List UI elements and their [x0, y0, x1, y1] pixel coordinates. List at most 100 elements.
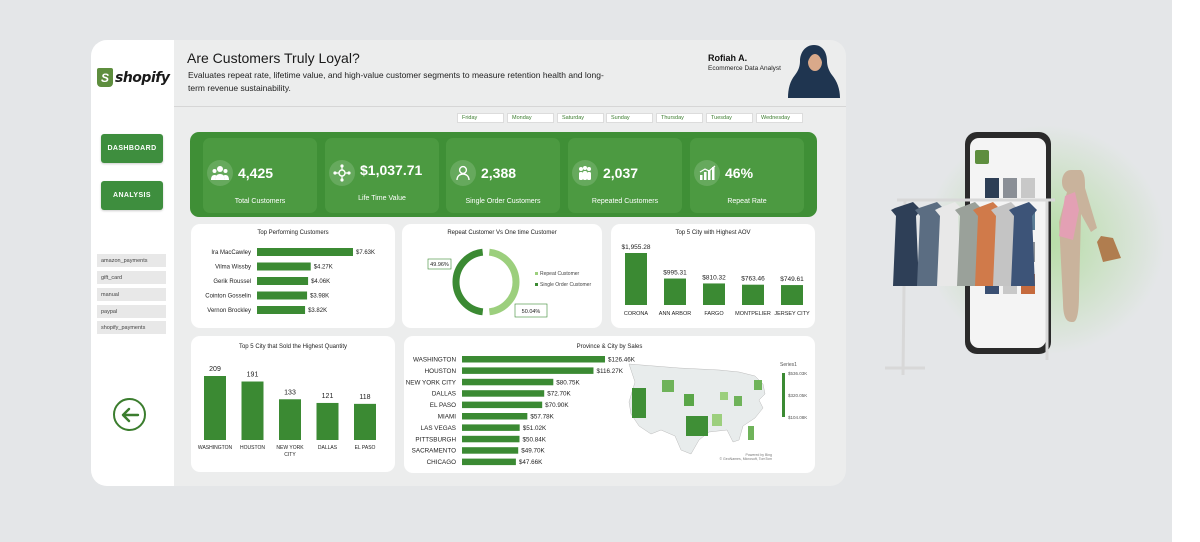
day-slicer-saturday[interactable]: Saturday — [557, 113, 604, 123]
bar-value-label: $3.98K — [310, 294, 329, 300]
kpi-label: Total Customers — [234, 198, 286, 205]
day-slicer-thursday[interactable]: Thursday — [656, 113, 703, 123]
kpi-label: Life Time Value — [358, 195, 406, 202]
bar-category-label: MIAMI — [438, 414, 456, 421]
kpi-band: 4,425 Total Customers $1,037.71 Life Tim… — [190, 132, 817, 217]
page-subtitle: Evaluates repeat rate, lifetime value, a… — [188, 70, 604, 93]
bar-category-label: Vernon Brockley — [207, 308, 251, 314]
bar — [462, 447, 519, 454]
legend-swatch — [535, 272, 538, 275]
bar-value-label: 133 — [284, 389, 296, 396]
chart-title: Repeat Customer Vs One time Customer — [447, 230, 557, 236]
map-state-region — [754, 380, 762, 390]
bar-value-label: $995.31 — [663, 270, 687, 277]
bar-value-label: $70.90K — [545, 402, 569, 409]
dashboard-card: S shopify DASHBOARD ANALYSIS amazon_paym… — [91, 40, 846, 486]
bar-value-label: $116.27K — [596, 368, 623, 375]
donut-slice — [488, 248, 520, 316]
bar-category-label: DALLAS — [432, 391, 456, 398]
panel-top-aov: Top 5 City with Highest AOV $1,955.28 COR… — [611, 224, 815, 328]
page-edge — [1172, 0, 1200, 542]
slicer-item-amazon-payments[interactable]: amazon_payments — [97, 254, 166, 267]
aov-chart: $1,955.28 CORONA $995.31 ANN ARBOR $810.32 FA… — [622, 244, 810, 317]
map-legend-label: $320.05K — [788, 393, 807, 398]
panel-repeat-vs-single: Repeat Customer Vs One time Customer 49.… — [402, 224, 602, 328]
chart-title: Top 5 City with Highest AOV — [675, 230, 751, 236]
kpi-value: 4,425 — [238, 165, 274, 181]
bar-category-label: PITTSBURGH — [415, 436, 456, 443]
analysis-button[interactable]: ANALYSIS — [101, 181, 163, 210]
bar-category-label: WASHINGTON — [198, 445, 233, 451]
kpi-total-customers: 4,425 Total Customers — [203, 138, 317, 213]
map-state-region — [684, 394, 694, 406]
map-attribution: Powered by Bing — [746, 453, 773, 457]
bar — [257, 248, 353, 256]
map-state-region — [748, 426, 754, 440]
single-user-icon — [450, 160, 476, 186]
bar — [781, 285, 803, 305]
day-slicer-monday[interactable]: Monday — [507, 113, 554, 123]
map-state-region — [712, 414, 722, 426]
data-label-box — [514, 303, 548, 318]
chart-icon — [694, 160, 720, 186]
bar-category-label: Gerik Roussel — [213, 279, 251, 285]
bar — [664, 278, 686, 305]
slicer-item-gift-card[interactable]: gift_card — [97, 271, 166, 284]
bar-category-label: EL PASO — [355, 445, 376, 451]
dashboard-button[interactable]: DASHBOARD — [101, 134, 163, 163]
bar-category-label: DALLAS — [318, 445, 338, 451]
day-slicer-friday[interactable]: Friday — [457, 113, 504, 123]
slice-label: 50.04% — [522, 309, 541, 315]
kpi-label: Repeated Customers — [591, 198, 659, 205]
bar — [462, 367, 594, 374]
us-map-outline — [628, 363, 766, 455]
chart-title: Province & City by Sales — [576, 344, 643, 350]
bar-category-label: JERSEY CITY — [774, 311, 810, 317]
day-slicer-tuesday[interactable]: Tuesday — [706, 113, 753, 123]
group-icon — [572, 160, 598, 186]
bar-value-label: 121 — [322, 393, 334, 400]
bar-category-label: ANN ARBOR — [659, 311, 691, 317]
map-state-region — [720, 392, 728, 400]
shopify-bag-icon: S — [97, 68, 113, 87]
header-divider — [174, 106, 846, 107]
network-icon — [329, 160, 355, 186]
bar-value-label: $749.61 — [780, 276, 804, 283]
bar — [257, 262, 311, 271]
map-legend-label: $536.03K — [788, 371, 807, 376]
bar-category-label: HOUSTON — [240, 445, 265, 451]
bar — [462, 356, 605, 363]
bar — [462, 390, 545, 397]
bar-category-label: Ira MacCawley — [211, 250, 251, 256]
bar-category-label: CHICAGO — [427, 459, 456, 466]
kpi-value: $1,037.71 — [360, 162, 423, 178]
day-slicer-wednesday[interactable]: Wednesday — [756, 113, 803, 123]
back-arrow-button[interactable] — [113, 398, 146, 431]
slicer-item-manual[interactable]: manual — [97, 288, 166, 301]
sidebar: S shopify DASHBOARD ANALYSIS amazon_paym… — [91, 40, 174, 486]
slicer-item-paypal[interactable]: paypal — [97, 305, 166, 318]
author-name: Rofiah A. — [708, 53, 748, 63]
bar-value-label: $4.06K — [311, 279, 330, 285]
slice-label: 49.96% — [430, 262, 449, 268]
bar — [703, 283, 725, 305]
legend-swatch — [535, 283, 538, 286]
map-state-region — [632, 388, 646, 418]
bar — [462, 413, 528, 420]
shopify-wordmark: shopify — [115, 69, 170, 86]
kpi-value: 2,388 — [481, 165, 517, 181]
donut-slice — [452, 248, 484, 316]
kpi-value: 46% — [725, 165, 754, 181]
bar-value-label: $51.02K — [523, 425, 547, 432]
shopify-logo: S shopify — [97, 68, 170, 87]
map-legend-scale — [782, 373, 785, 417]
bar-value-label: $810.32 — [702, 274, 726, 281]
bar — [625, 253, 647, 305]
slicer-item-shopify-payments[interactable]: shopify_payments — [97, 321, 166, 334]
map-legend-label: $104.08K — [788, 415, 807, 420]
day-slicer-sunday[interactable]: Sunday — [606, 113, 653, 123]
bar — [241, 381, 264, 440]
bar-value-label: $3.82K — [308, 308, 327, 314]
bar-category-label: NEW YORK CITY — [276, 445, 304, 458]
map-attribution: © GeoNames, Microsoft, TomTom — [720, 457, 773, 461]
